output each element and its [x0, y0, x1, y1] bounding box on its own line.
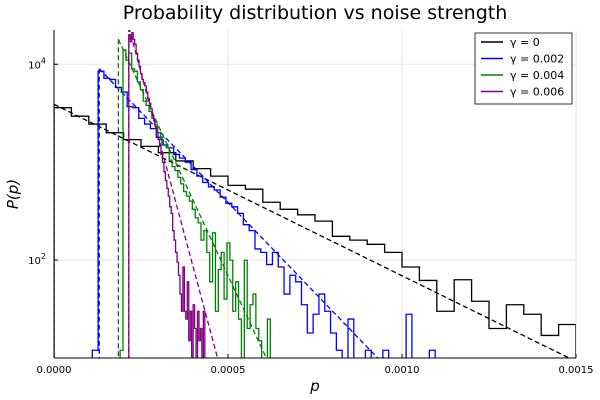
legend-entry: γ = 0	[510, 36, 540, 49]
series-2-fit-line	[117, 39, 267, 358]
x-tick-label: 0.0000	[37, 365, 72, 376]
series-1-fit-line	[98, 68, 379, 358]
x-tick-label: 0.0015	[559, 365, 594, 376]
series-3	[128, 30, 219, 358]
series-0	[54, 103, 576, 358]
chart-title: Probability distribution vs noise streng…	[123, 2, 508, 24]
series-2-histogram	[119, 49, 271, 358]
y-axis-label: P(p)	[4, 179, 22, 209]
axes	[53, 30, 576, 359]
x-axis-label: p	[309, 377, 320, 395]
series-2	[117, 39, 271, 358]
series-3-fit-line	[128, 30, 219, 358]
legend-entry: γ = 0.006	[510, 86, 564, 99]
series-1-histogram	[91, 70, 436, 358]
legend-entry: γ = 0.004	[510, 69, 564, 82]
legend: γ = 0 γ = 0.002 γ = 0.004 γ = 0.006	[474, 32, 573, 105]
x-tick-label: 0.0005	[211, 365, 246, 376]
series-0-histogram	[54, 107, 576, 358]
x-ticks: 0.0000 0.0005 0.0010 0.0015	[37, 354, 594, 376]
legend-entry: γ = 0.002	[510, 53, 564, 66]
series-1	[91, 68, 436, 358]
x-tick-label: 0.0010	[385, 365, 420, 376]
series-layer	[54, 30, 576, 358]
